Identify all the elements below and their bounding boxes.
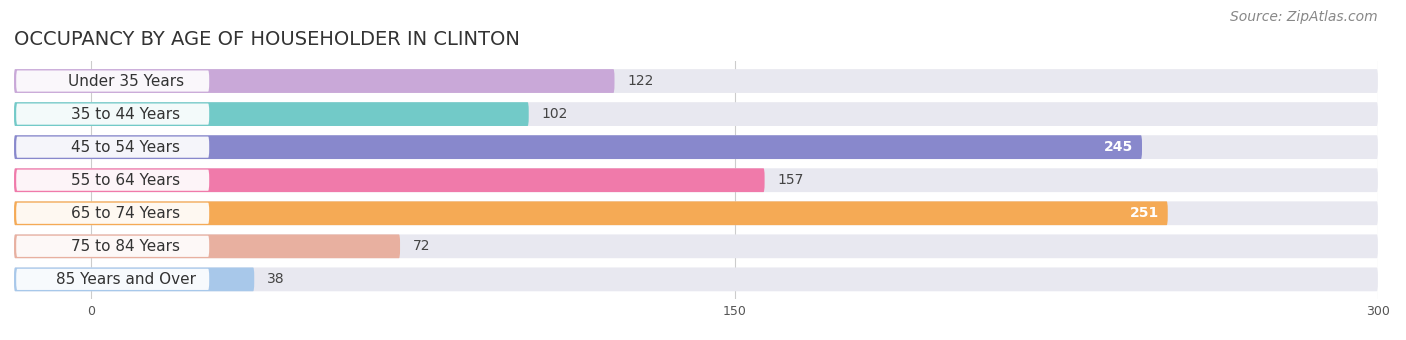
FancyBboxPatch shape bbox=[17, 203, 209, 224]
FancyBboxPatch shape bbox=[17, 236, 209, 257]
Text: 45 to 54 Years: 45 to 54 Years bbox=[72, 140, 180, 155]
Text: Source: ZipAtlas.com: Source: ZipAtlas.com bbox=[1230, 10, 1378, 24]
FancyBboxPatch shape bbox=[14, 135, 1142, 159]
Text: 85 Years and Over: 85 Years and Over bbox=[56, 272, 195, 287]
FancyBboxPatch shape bbox=[14, 201, 1378, 225]
Text: 38: 38 bbox=[267, 272, 285, 286]
Text: 55 to 64 Years: 55 to 64 Years bbox=[72, 173, 180, 188]
FancyBboxPatch shape bbox=[17, 103, 209, 125]
FancyBboxPatch shape bbox=[14, 268, 1378, 291]
FancyBboxPatch shape bbox=[14, 135, 1378, 159]
FancyBboxPatch shape bbox=[14, 102, 529, 126]
Text: 251: 251 bbox=[1130, 206, 1159, 220]
Text: Under 35 Years: Under 35 Years bbox=[67, 73, 184, 88]
FancyBboxPatch shape bbox=[14, 168, 765, 192]
Text: 75 to 84 Years: 75 to 84 Years bbox=[72, 239, 180, 254]
FancyBboxPatch shape bbox=[17, 170, 209, 191]
FancyBboxPatch shape bbox=[14, 201, 1168, 225]
FancyBboxPatch shape bbox=[14, 234, 401, 258]
Text: 102: 102 bbox=[541, 107, 568, 121]
FancyBboxPatch shape bbox=[14, 69, 614, 93]
FancyBboxPatch shape bbox=[14, 234, 1378, 258]
FancyBboxPatch shape bbox=[14, 268, 254, 291]
Text: 122: 122 bbox=[627, 74, 654, 88]
FancyBboxPatch shape bbox=[14, 69, 1378, 93]
Text: 72: 72 bbox=[413, 239, 430, 253]
Text: 245: 245 bbox=[1104, 140, 1133, 154]
FancyBboxPatch shape bbox=[17, 137, 209, 158]
Text: OCCUPANCY BY AGE OF HOUSEHOLDER IN CLINTON: OCCUPANCY BY AGE OF HOUSEHOLDER IN CLINT… bbox=[14, 30, 520, 49]
Text: 157: 157 bbox=[778, 173, 804, 187]
FancyBboxPatch shape bbox=[14, 102, 1378, 126]
FancyBboxPatch shape bbox=[14, 168, 1378, 192]
Text: 65 to 74 Years: 65 to 74 Years bbox=[72, 206, 180, 221]
FancyBboxPatch shape bbox=[17, 70, 209, 91]
FancyBboxPatch shape bbox=[17, 269, 209, 290]
Text: 35 to 44 Years: 35 to 44 Years bbox=[72, 106, 180, 122]
